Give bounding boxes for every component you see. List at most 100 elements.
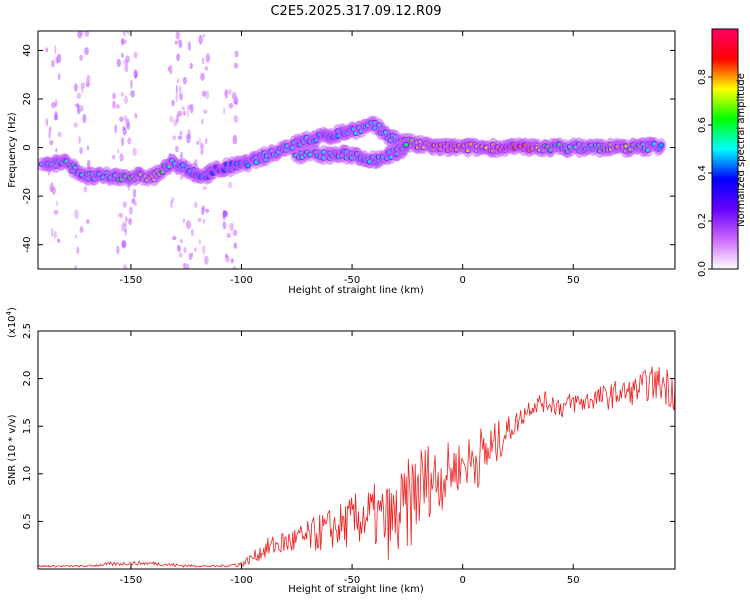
spectrogram-noise-6-8: [203, 219, 205, 224]
snr-multiplier-exp: 4: [5, 310, 13, 315]
svg-text:(x104): (x104): [5, 307, 18, 338]
spectrogram-noise-7-19: [233, 242, 238, 249]
spectrogram-noise-7-0: [227, 89, 232, 95]
spectrogram-noise-1-18: [74, 209, 79, 220]
spectrogram-noise-0-26: [48, 130, 51, 139]
spectrogram-noise-7-4: [229, 222, 234, 232]
spectrogram-noise-2-19: [124, 39, 127, 44]
spectrogram-noise-6-3: [200, 149, 204, 155]
spectrogram-noise-4-2: [175, 31, 181, 40]
spectrogram-noise-5-24: [190, 228, 195, 237]
spectrogram-noise-4-14: [175, 84, 178, 94]
spectrogram-noise-1-1: [84, 31, 90, 37]
spectrogram-noise-1-22: [74, 265, 78, 269]
spectrogram-noise-5-1: [178, 252, 183, 258]
spectrogram-noise-2-21: [111, 154, 116, 160]
spectrogram-noise-3-27: [130, 79, 133, 89]
spectrogram-noise-3-1: [122, 264, 128, 269]
colorbar-tick-label-1: 0.2: [697, 213, 708, 229]
spectrogram-noise-7-18: [234, 96, 239, 106]
spectrogram-noise-5-21: [179, 92, 183, 101]
spectrogram-noise-5-6: [188, 41, 191, 51]
spectrogram-panel: -150 -100 -50 0 50 -40 -20 0 20 40 Height of str…: [7, 30, 676, 296]
spectrogram-noise-0-10: [49, 182, 54, 192]
colorbar-ticks: 0.0 0.2 0.4 0.6 0.8: [697, 69, 712, 277]
spectrogram-noise-4-21: [171, 99, 175, 107]
spectrogram-noise-4-0: [174, 40, 178, 45]
spectrogram-noise-2-27: [117, 149, 120, 154]
spectrogram-noise-5-23: [182, 218, 185, 224]
spectrogram-noise-4-13: [170, 199, 173, 209]
spectrogram-noise-2-26: [112, 92, 117, 100]
spectrogram-noise-6-25: [201, 57, 205, 65]
spectrogram-noise-3-16: [126, 122, 131, 130]
snr-series-line: [38, 366, 675, 568]
spectrogram-noise-2-12: [120, 92, 125, 97]
spectrogram-noise-4-22: [172, 135, 177, 140]
spectrogram-noise-2-22: [118, 212, 121, 218]
spectrogram-noise-5-10: [177, 135, 183, 140]
spectrogram-noise-5-22: [190, 252, 194, 258]
spectrogram-noise-2-8: [121, 52, 124, 58]
spectrogram-ytick-label-3: 20: [22, 93, 33, 106]
spectrogram-noise-2-4: [122, 201, 127, 208]
spectrogram-noise-6-0: [205, 138, 208, 144]
spectrogram-noise-7-9: [230, 258, 234, 264]
spectrogram-marks: [38, 31, 667, 269]
spectrogram-xtick-label-4: 50: [567, 275, 580, 286]
spectrogram-noise-1-26: [82, 113, 87, 124]
spectrogram-noise-7-24: [232, 134, 238, 145]
spectrogram-noise-1-21: [80, 31, 84, 36]
spectrogram-noise-7-25: [224, 89, 229, 100]
spectrogram-noise-7-26: [232, 229, 238, 236]
snr-xtick-label-0: -150: [120, 575, 143, 586]
spectrogram-noise-0-24: [54, 44, 57, 55]
spectrogram-noise-2-16: [121, 240, 127, 248]
spectrogram-noise-4-23: [169, 64, 173, 75]
spectrogram-ytick-label-4: 40: [22, 44, 33, 57]
spectrogram-noise-5-11: [186, 133, 191, 144]
spectrogram-noise-0-22: [53, 209, 59, 215]
spectrogram-noise-3-26: [133, 51, 138, 59]
spectrogram-noise-1-24: [86, 74, 91, 83]
spectrogram-xtick-label-2: -50: [344, 275, 360, 286]
spectrogram-noise-6-1: [201, 90, 207, 97]
spectrogram-noise-3-23: [132, 147, 137, 156]
figure-title: C2E5.2025.317.09.12.R09: [270, 4, 441, 19]
snr-y-label: SNR (10 * v/v): [7, 414, 18, 485]
spectrogram-noise-0-21: [45, 118, 49, 127]
spectrogram-y-ticks: -40 -20 0 20 40: [22, 44, 675, 253]
spectrogram-ridge-peak-9-5: [246, 163, 250, 168]
spectrogram-noise-0-5: [54, 111, 58, 121]
spectrogram-noise-6-22: [201, 207, 205, 216]
spectrogram-noise-3-25: [127, 31, 130, 35]
snr-multiplier: (x104): [5, 307, 18, 338]
spectrogram-noise-1-25: [79, 147, 83, 155]
spectrogram-noise-3-24: [130, 90, 135, 98]
spectrogram-xtick-label-0: -150: [120, 275, 143, 286]
spectrogram-noise-2-11: [120, 37, 125, 46]
spectrogram-noise-7-13: [233, 115, 238, 124]
spectrogram-noise-6-7: [194, 247, 197, 252]
snr-panel: -150 -100 -50 0 50 0.5 1.0 1.5 2.0 2.5 Height of…: [5, 307, 676, 595]
spectrogram-noise-1-20: [76, 246, 80, 255]
spectrogram-noise-0-20: [55, 200, 58, 207]
spectrogram-noise-3-21: [133, 201, 137, 207]
spectrogram-noise-0-4: [57, 73, 61, 81]
spectrogram-noise-7-17: [228, 102, 234, 109]
snr-ytick-label-3: 2.0: [22, 371, 33, 387]
spectrogram-noise-1-8: [79, 225, 84, 234]
spectrogram-noise-0-18: [53, 230, 57, 239]
spectrogram-noise-2-17: [116, 58, 122, 67]
spectrogram-xtick-label-3: 0: [459, 275, 465, 286]
spectrogram-noise-7-22: [222, 221, 227, 230]
spectrogram-noise-1-2: [76, 92, 82, 100]
spectrogram-noise-1-13: [74, 83, 78, 92]
spectrogram-noise-6-11: [200, 142, 204, 151]
spectrogram-noise-2-3: [120, 136, 125, 147]
spectrogram-noise-4-19: [176, 113, 179, 124]
spectrogram-ytick-label-2: 0: [22, 144, 33, 150]
spectrogram-noise-7-7: [232, 265, 237, 269]
spectrogram-noise-6-26: [202, 109, 208, 114]
